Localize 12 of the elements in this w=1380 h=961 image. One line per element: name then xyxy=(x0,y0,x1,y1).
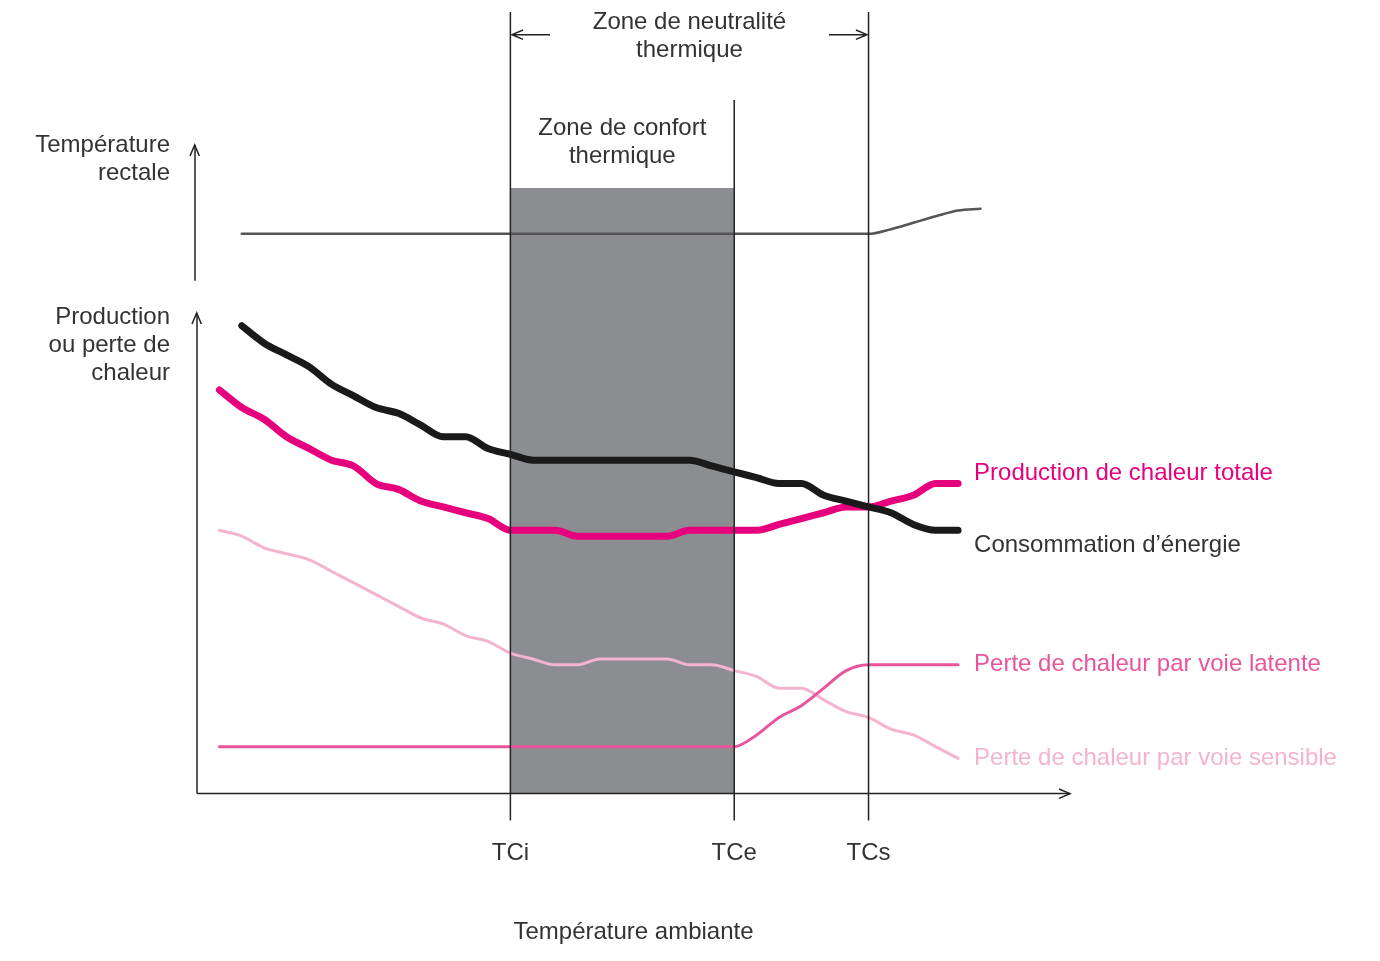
text: Zone de neutralité thermique xyxy=(592,6,787,62)
series-label: Perte de chaleur par voie sensible xyxy=(974,742,1337,770)
band-label: Zone de confort thermique xyxy=(538,112,707,168)
text: Température rectale xyxy=(35,129,170,185)
x-axis-title: Température ambiante xyxy=(513,917,754,945)
series-label: Perte de chaleur par voie latente xyxy=(974,649,1321,677)
x-tick-label: TCe xyxy=(711,838,757,866)
series-label: Production de chaleur totale xyxy=(974,458,1273,486)
series-label: Consommation d’énergie xyxy=(974,529,1241,557)
x-tick-label: TCs xyxy=(846,838,891,866)
x-tick-label: TCi xyxy=(491,838,530,866)
y-axis-title: Production ou perte de chaleur xyxy=(48,302,170,386)
